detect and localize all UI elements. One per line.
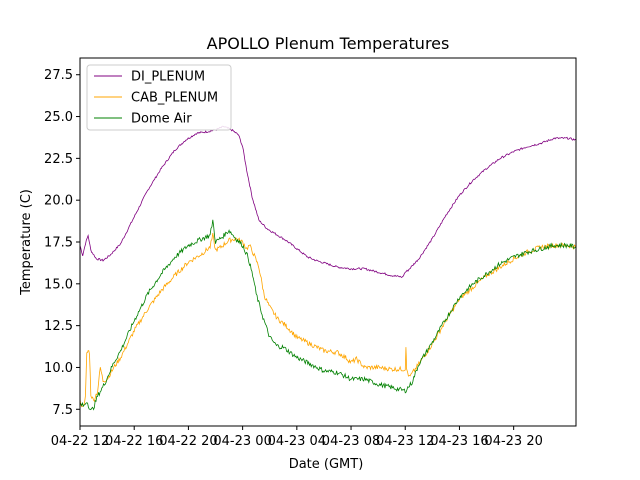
series-line-di-plenum	[80, 125, 576, 279]
y-tick-label: 22.5	[44, 152, 73, 167]
y-tick-label: 20.0	[44, 194, 73, 209]
y-tick-label: 25.0	[44, 110, 73, 125]
y-tick-label: 27.5	[44, 68, 73, 83]
y-tick-label: 15.0	[44, 277, 73, 292]
y-tick-label: 10.0	[44, 361, 73, 376]
legend-box	[86, 64, 232, 131]
x-tick-label: 04-23 12	[376, 434, 434, 449]
series-line-cab-plenum	[80, 232, 576, 408]
x-tick-label: 04-23 16	[430, 434, 488, 449]
y-tick-label: 7.5	[52, 403, 73, 418]
x-tick-label: 04-23 08	[322, 434, 380, 449]
x-tick-label: 04-23 20	[484, 434, 542, 449]
chart-title: APOLLO Plenum Temperatures	[207, 34, 450, 53]
x-tick-label: 04-23 00	[213, 434, 271, 449]
x-tick-label: 04-22 12	[51, 434, 109, 449]
legend-label: CAB_PLENUM	[131, 91, 218, 106]
y-axis: 7.5 10.0 12.5 15.0 17.5 20.0 22.5 25.0 27.5	[44, 68, 80, 418]
x-axis-label: Date (GMT)	[289, 457, 364, 472]
x-tick-label: 04-22 20	[159, 434, 217, 449]
legend-label: Dome Air	[131, 112, 192, 127]
x-tick-label: 04-22 16	[105, 434, 163, 449]
y-tick-label: 12.5	[44, 319, 73, 334]
y-tick-label: 17.5	[44, 236, 73, 251]
legend-label: DI_PLENUM	[131, 70, 205, 85]
x-tick-label: 04-23 04	[268, 434, 326, 449]
series-lines	[80, 125, 576, 411]
series-line-dome-air	[80, 219, 576, 411]
y-axis-label: Temperature (C)	[19, 189, 34, 296]
legend: DI_PLENUM CAB_PLENUM Dome Air	[86, 64, 232, 131]
